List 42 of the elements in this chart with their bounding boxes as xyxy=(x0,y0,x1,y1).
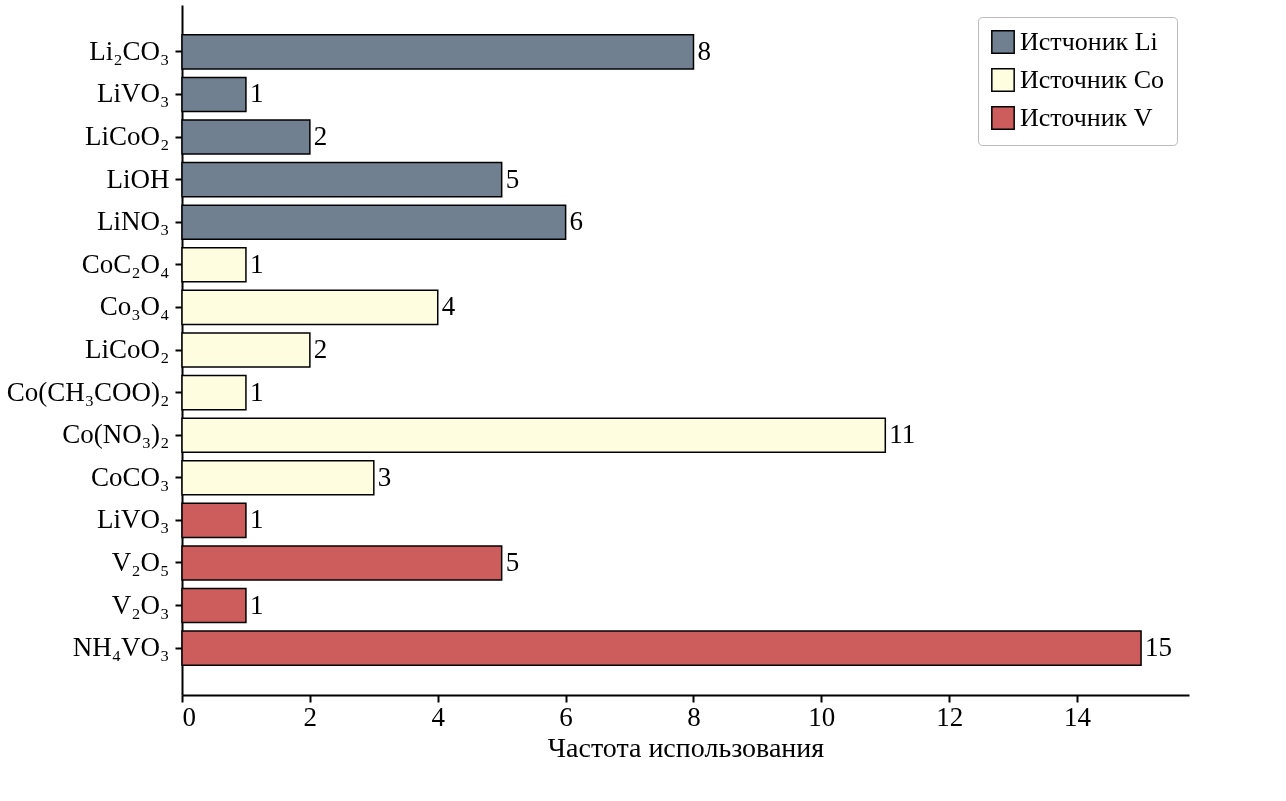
data-label: 1 xyxy=(249,589,264,620)
data-label: 6 xyxy=(569,206,584,237)
y-tick-label: Co(CH₃COO)₂ xyxy=(6,376,170,407)
data-label: 1 xyxy=(249,78,264,109)
y-tick-label: Co(NO₃)₂ xyxy=(62,419,170,450)
legend-label: Источник V xyxy=(1020,103,1153,132)
x-tick-label: 2 xyxy=(303,701,318,732)
data-label: 8 xyxy=(697,35,711,66)
data-label: 2 xyxy=(313,121,328,152)
x-tick-label: 8 xyxy=(687,701,701,732)
data-label: 1 xyxy=(249,504,264,535)
x-axis-title: Частота использования xyxy=(547,731,825,763)
y-tick-label: LiCoO₂ xyxy=(85,121,170,152)
x-tick-label: 4 xyxy=(431,701,446,732)
y-tick-label: LiVO₃ xyxy=(97,78,170,109)
data-label: 5 xyxy=(505,163,520,194)
y-tick-label: LiCoO₂ xyxy=(85,334,170,364)
y-tick-label: LiNO₃ xyxy=(97,206,170,237)
data-label: 11 xyxy=(889,419,916,450)
y-tick-label: V₂O₅ xyxy=(111,546,170,577)
y-tick-label: CoC₂O₄ xyxy=(81,248,170,279)
x-tick-label: 12 xyxy=(936,701,964,732)
legend-label: Истчоник Li xyxy=(1020,27,1158,56)
data-label: 1 xyxy=(249,248,264,279)
x-tick-label: 10 xyxy=(808,701,836,732)
y-tick-label: CoCO₃ xyxy=(91,461,170,492)
data-label: 4 xyxy=(441,291,456,322)
data-label: 15 xyxy=(1145,632,1173,663)
y-tick-label: Li₂CO₃ xyxy=(89,35,170,66)
data-label: 3 xyxy=(377,461,392,492)
y-tick-label: LiOH xyxy=(106,163,170,194)
data-label: 1 xyxy=(249,376,264,407)
x-tick-label: 0 xyxy=(182,701,196,732)
x-tick-label: 14 xyxy=(1064,701,1092,732)
y-tick-label: LiVO₃ xyxy=(97,504,170,535)
data-label: 5 xyxy=(505,546,520,577)
y-tick-label: Co₃O₄ xyxy=(99,291,170,322)
y-tick-label: NH₄VO₃ xyxy=(72,632,170,663)
legend-label: Источник Co xyxy=(1020,65,1165,94)
y-tick-label: V₂O₃ xyxy=(111,589,170,620)
x-tick-label: 6 xyxy=(559,701,573,732)
data-label: 2 xyxy=(313,334,328,364)
